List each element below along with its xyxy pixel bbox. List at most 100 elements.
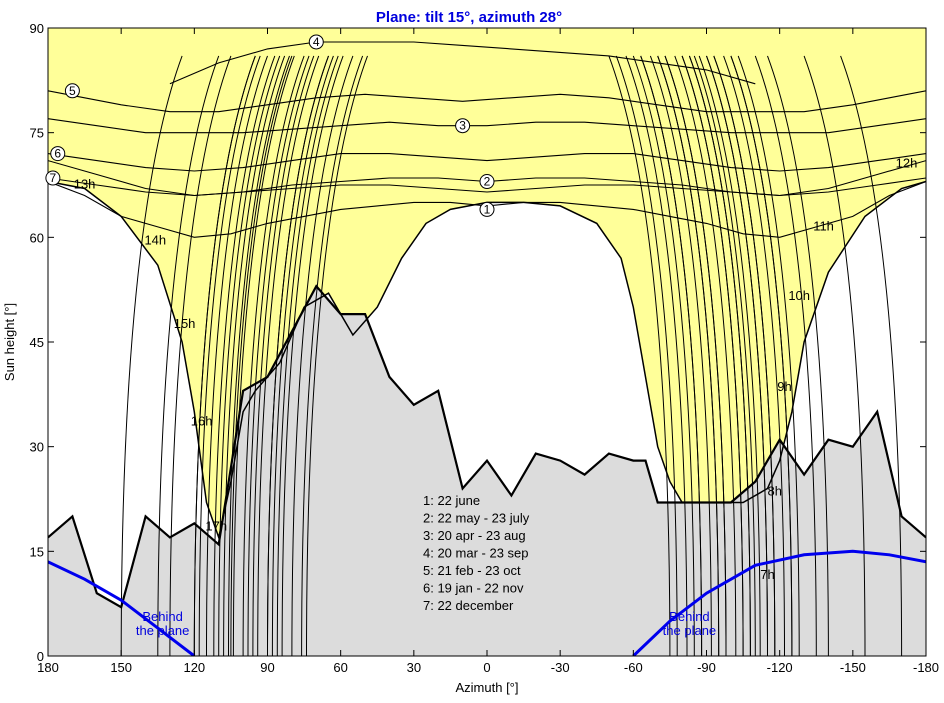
legend-entry-4: 4: 20 mar - 23 sep [423, 546, 529, 561]
y-tick-label-90: 90 [30, 21, 44, 36]
x-tick-label-90: 90 [260, 660, 274, 675]
hour-label-17h: 17h [205, 518, 227, 533]
series-marker-6 [50, 146, 66, 162]
series-marker-label-7: 7 [50, 171, 57, 185]
series-marker-label-6: 6 [54, 147, 61, 161]
series-marker-4 [308, 34, 324, 50]
x-tick-label--120: -120 [767, 660, 793, 675]
x-axis-title: Azimuth [°] [456, 680, 519, 695]
sun-path-6 [48, 153, 926, 172]
horizon-fill [48, 286, 926, 656]
hour-line-5-1 [632, 55, 695, 656]
hour-line-8-4 [737, 55, 800, 656]
behind-plane-line-right [632, 549, 926, 656]
hour-line-2-2 [242, 55, 305, 656]
hour-line-1-3 [247, 55, 310, 656]
hour-line-8-2 [688, 55, 751, 656]
hour-line-2-3 [267, 55, 329, 656]
y-tick-label-15: 15 [30, 544, 44, 559]
legend-entry-3: 3: 20 apr - 23 aug [423, 528, 526, 543]
x-tick-label-180: 180 [37, 660, 59, 675]
hour-line-1-0 [169, 55, 232, 656]
series-marker-3 [455, 118, 471, 134]
sun-path-5 [48, 90, 926, 113]
legend-entry-5: 5: 21 feb - 23 oct [423, 563, 521, 578]
series-marker-2 [479, 174, 495, 190]
sun-path-7 [48, 177, 926, 197]
x-tick-label--150: -150 [840, 660, 866, 675]
hour-line-0-0 [120, 55, 183, 656]
series-marker-7 [45, 170, 61, 186]
x-tick-label-120: 120 [183, 660, 205, 675]
hour-line-7-0 [625, 55, 688, 656]
sun-path-3 [48, 118, 926, 134]
hour-line-3-4 [301, 55, 364, 656]
hour-label-7h: 7h [760, 567, 774, 582]
hour-line-1-2 [223, 55, 286, 656]
hour-line-9-2 [706, 55, 768, 656]
x-tick-label-0: 0 [483, 660, 490, 675]
hour-line-4-0 [213, 55, 276, 656]
hour-line-5-0 [608, 55, 671, 656]
y-tick-label-60: 60 [30, 230, 44, 245]
series-marker-1 [479, 201, 495, 217]
hour-line-1-4 [271, 55, 334, 656]
y-tick-label-45: 45 [30, 335, 44, 350]
hour-line-10-3 [803, 55, 866, 656]
series-marker-label-2: 2 [484, 175, 491, 189]
x-tick-label-60: 60 [333, 660, 347, 675]
hour-line-3-2 [252, 55, 315, 656]
y-tick-label-75: 75 [30, 126, 44, 141]
legend-entry-2: 2: 22 may - 23 july [423, 511, 530, 526]
hour-label-10h: 10h [788, 288, 810, 303]
y-tick-label-0: 0 [37, 649, 44, 664]
hour-line-10-4 [840, 55, 903, 656]
hour-line-9-0 [657, 55, 720, 656]
hour-label-14h: 14h [144, 232, 166, 247]
y-tick-label-30: 30 [30, 440, 44, 455]
legend-entry-7: 7: 22 december [423, 598, 514, 613]
hour-line-10-2 [767, 55, 829, 656]
hour-line-10-0 [693, 55, 756, 656]
hour-line-6-0 [615, 55, 678, 656]
x-tick-label-30: 30 [407, 660, 421, 675]
hour-line-4-4 [306, 55, 368, 656]
x-tick-label--30: -30 [551, 660, 570, 675]
hour-line-2-1 [218, 55, 281, 656]
chart-labels: 1 2 3 4 5 6 7 13h 14h 15h 16h 17h 7h 8h 9h 10h 11h 12h Beh… [45, 34, 918, 638]
x-tick-label-150: 150 [110, 660, 132, 675]
x-tick-label--180: -180 [913, 660, 939, 675]
hour-line-4-1 [232, 55, 295, 656]
behind-plane-label-1-0: Behind [669, 609, 709, 624]
series-marker-5 [64, 83, 80, 99]
hour-line-3-0 [206, 55, 268, 656]
hour-line-2-4 [291, 55, 354, 656]
plot-area [48, 28, 926, 656]
hour-line-7-4 [723, 55, 785, 656]
behind-plane-label-0-0: Behind [142, 609, 182, 624]
behind-plane-label-1-1: the plane [663, 623, 717, 638]
legend: 1: 22 june 2: 22 may - 23 july 3: 20 apr -… [423, 493, 530, 613]
legend-entry-6: 6: 19 jan - 22 nov [423, 581, 524, 596]
hour-label-12h: 12h [896, 156, 918, 171]
axes: 180 150 120 90 60 30 0 -30 -60 -90 -120 -150 -180015… [30, 21, 939, 675]
hour-label-11h: 11h [813, 218, 834, 233]
sun-path-4 [169, 41, 756, 85]
hour-label-8h: 8h [768, 484, 782, 499]
behind-plane-label-0-1: the plane [136, 623, 190, 638]
chart-title: Plane: tilt 15°, azimuth 28° [376, 9, 562, 26]
legend-entry-1: 1: 22 june [423, 493, 480, 508]
hour-line-7-2 [674, 55, 737, 656]
hour-label-16h: 16h [191, 414, 213, 429]
series-marker-label-3: 3 [459, 119, 466, 133]
hour-line-8-0 [640, 55, 703, 656]
hour-label-13h: 13h [74, 176, 96, 191]
hour-label-9h: 9h [777, 379, 791, 394]
hour-line-8-3 [713, 55, 776, 656]
series-marker-label-5: 5 [69, 84, 76, 98]
hour-line-9-1 [681, 55, 744, 656]
hour-line-4-3 [281, 55, 344, 656]
hour-line-7-3 [698, 55, 761, 656]
hour-line-0-1 [157, 55, 220, 656]
hour-line-3-1 [228, 55, 290, 656]
